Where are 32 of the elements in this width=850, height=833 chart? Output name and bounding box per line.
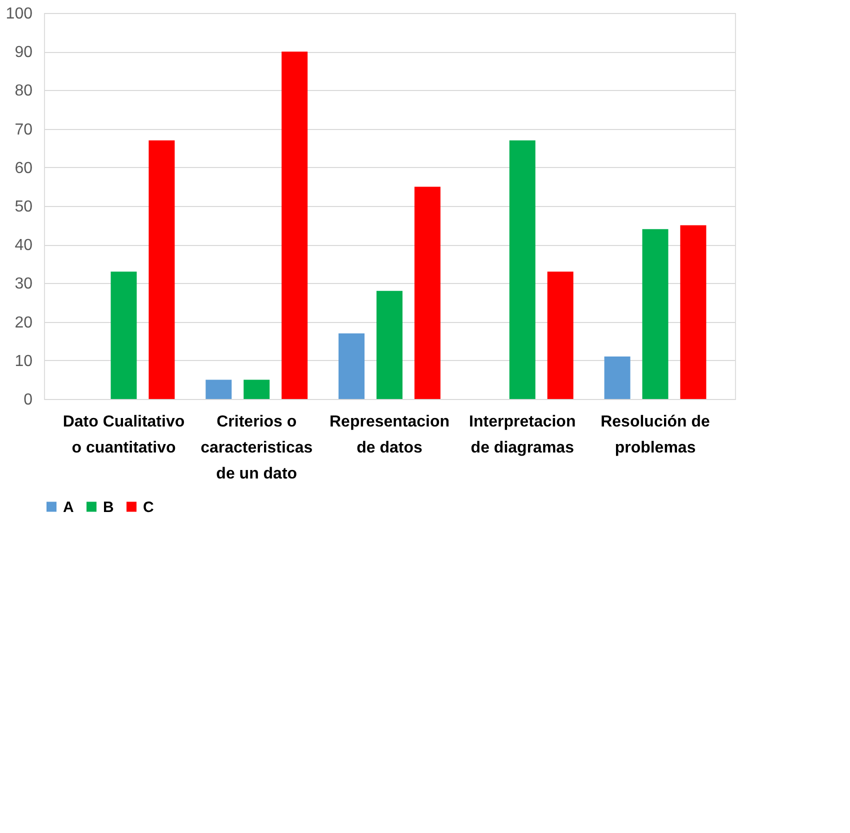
bar	[244, 380, 270, 399]
x-tick-label: Dato Cualitativo o cuantitativo	[62, 414, 185, 456]
y-tick-label: 100	[6, 6, 33, 22]
legend-label: A	[63, 498, 74, 516]
y-tick-label: 20	[14, 314, 33, 332]
x-tick-label: Resolución de problemas	[600, 414, 710, 456]
bar	[414, 186, 440, 399]
legend-label: C	[143, 498, 154, 516]
y-tick-label: 80	[14, 82, 33, 100]
y-tick-label: 0	[24, 392, 33, 408]
legend-label: B	[103, 498, 114, 516]
y-tick-label: 70	[14, 121, 33, 138]
x-tick-label: Criterios o caracteristicas de un dato	[200, 414, 313, 482]
bar	[338, 333, 365, 399]
y-tick-label: 40	[14, 237, 33, 254]
bar	[642, 229, 668, 399]
bar	[376, 290, 402, 399]
y-tick-label: 90	[14, 44, 33, 62]
x-tick-label: Interpretacion de diagramas	[469, 414, 576, 456]
bar	[604, 356, 630, 399]
y-tick-label: 50	[14, 198, 33, 216]
y-tick-label: 30	[14, 276, 33, 293]
bar	[282, 52, 308, 399]
bar	[148, 140, 175, 399]
bar	[206, 380, 232, 399]
x-tick-label: Representacion de datos	[329, 414, 450, 456]
y-tick-label: 60	[14, 160, 33, 177]
bar	[509, 140, 536, 399]
y-tick-label: 10	[14, 352, 33, 370]
bar	[680, 225, 706, 399]
bar	[110, 272, 137, 399]
bar	[547, 272, 574, 399]
